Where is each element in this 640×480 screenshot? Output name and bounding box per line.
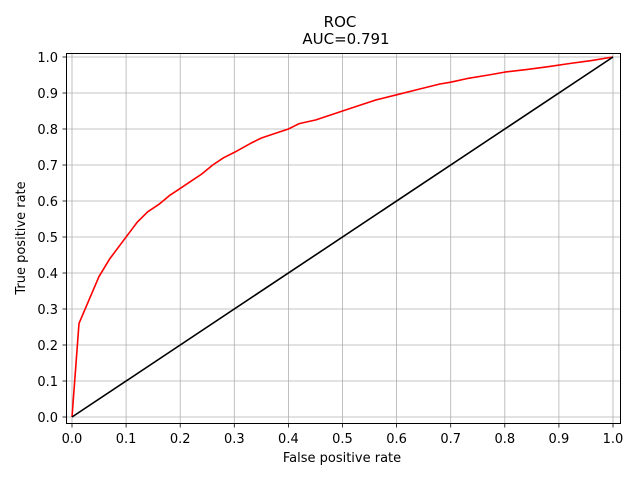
chart-title: ROC xyxy=(324,13,357,31)
chart-subtitle: AUC=0.791 xyxy=(302,30,389,48)
plot-frame xyxy=(66,53,621,424)
x-tick-label: 0.2 xyxy=(170,432,191,447)
x-axis-label: False positive rate xyxy=(283,451,401,466)
x-tick-label: 0.1 xyxy=(116,432,137,447)
x-tick-label: 0.5 xyxy=(332,432,353,447)
x-tick-label: 1.0 xyxy=(603,432,624,447)
diagonal-reference-line xyxy=(71,56,614,418)
y-tick-label: 0.2 xyxy=(37,339,58,354)
y-tick-label: 0.7 xyxy=(37,159,58,174)
x-tick-label: 0.0 xyxy=(62,432,83,447)
y-tick-label: 0.8 xyxy=(37,123,58,138)
x-tick-label: 0.4 xyxy=(278,432,299,447)
y-tick-label: 0.4 xyxy=(37,267,58,282)
x-tick-label: 0.7 xyxy=(440,432,461,447)
x-tick-label: 0.6 xyxy=(386,432,407,447)
grid xyxy=(66,53,621,424)
y-tick-label: 0.9 xyxy=(37,87,58,102)
x-tick-label: 0.3 xyxy=(224,432,245,447)
x-tick-label: 0.9 xyxy=(549,432,570,447)
x-ticks: 0.0 0.1 0.2 0.3 0.4 0.5 0.6 0.7 0.8 0.9 1.0 xyxy=(62,423,624,447)
y-tick-label: 1.0 xyxy=(37,51,58,66)
y-ticks: 0.0 0.1 0.2 0.3 0.4 0.5 0.6 0.7 0.8 0.9 1.0 xyxy=(37,51,67,426)
y-axis-label: True positive rate xyxy=(14,181,29,295)
x-tick-label: 0.8 xyxy=(494,432,515,447)
roc-curve-line xyxy=(71,56,614,418)
y-tick-label: 0.0 xyxy=(37,411,58,426)
y-tick-label: 0.6 xyxy=(37,195,58,210)
series-group xyxy=(71,56,614,418)
y-tick-label: 0.1 xyxy=(37,375,58,390)
y-tick-label: 0.5 xyxy=(37,231,58,246)
y-tick-label: 0.3 xyxy=(37,303,58,318)
